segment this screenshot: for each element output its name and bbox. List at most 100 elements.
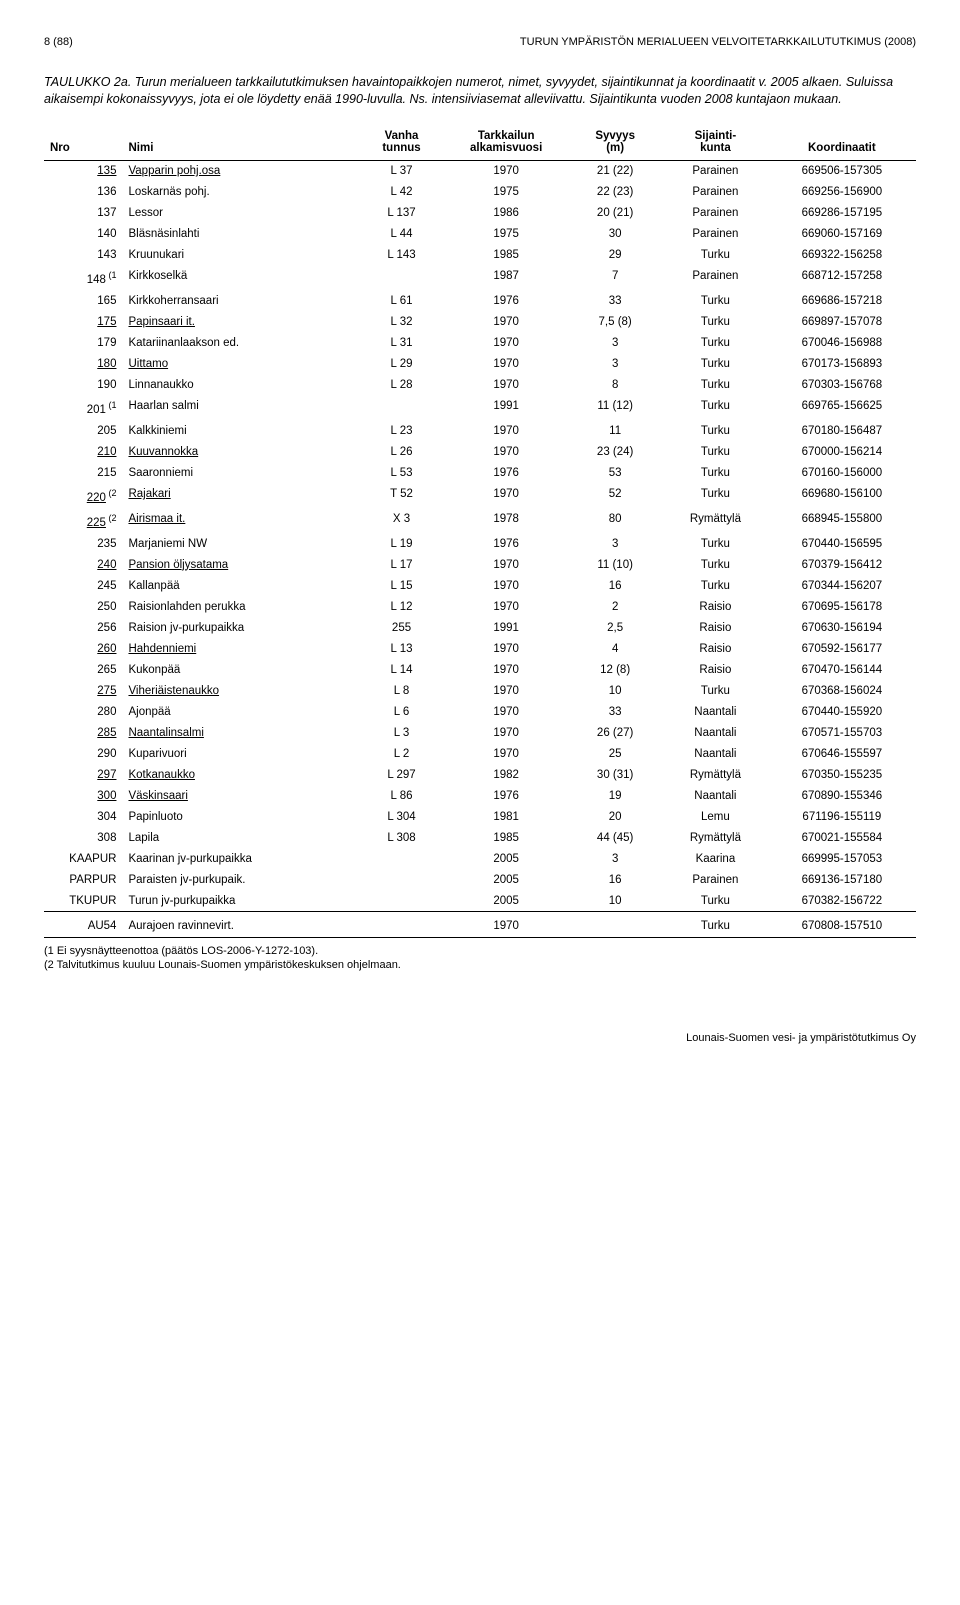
cell-kunta: Turku	[663, 575, 768, 596]
cell-depth: 16	[567, 869, 663, 890]
cell-kunta: Turku	[663, 396, 768, 421]
cell-depth: 3	[567, 848, 663, 869]
cell-name: Papinsaari it.	[122, 312, 357, 333]
cell-year: 1970	[445, 375, 567, 396]
cell-vanha: L 6	[358, 701, 445, 722]
cell-nro: 240	[44, 554, 122, 575]
cell-nro: 256	[44, 617, 122, 638]
cell-name: Viheriäistenaukko	[122, 680, 357, 701]
cell-depth: 10	[567, 680, 663, 701]
table-row: 297KotkanaukkoL 297198230 (31)Rymättylä6…	[44, 764, 916, 785]
cell-name: Hahdenniemi	[122, 638, 357, 659]
cell-coord: 670440-156595	[768, 533, 916, 554]
cell-nro: 220 (2	[44, 483, 122, 508]
table-row: 220 (2RajakariT 52197052Turku669680-1561…	[44, 483, 916, 508]
data-table: Nro Nimi Vanha tunnus Tarkkailun alkamis…	[44, 126, 916, 938]
cell-year: 1970	[445, 420, 567, 441]
cell-name: Linnanaukko	[122, 375, 357, 396]
cell-year: 1991	[445, 396, 567, 421]
cell-depth: 26 (27)	[567, 722, 663, 743]
cell-year: 2005	[445, 869, 567, 890]
cell-vanha: L 29	[358, 354, 445, 375]
cell-depth: 2	[567, 596, 663, 617]
cell-coord: 670440-155920	[768, 701, 916, 722]
cell-nro: 190	[44, 375, 122, 396]
cell-kunta: Parainen	[663, 224, 768, 245]
cell-name: Raision jv-purkupaikka	[122, 617, 357, 638]
cell-nro: 137	[44, 203, 122, 224]
cell-depth: 11 (12)	[567, 396, 663, 421]
cell-nro: 290	[44, 743, 122, 764]
cell-year: 1970	[445, 333, 567, 354]
col-syvyys: Syvyys (m)	[567, 126, 663, 161]
cell-year: 1975	[445, 224, 567, 245]
cell-coord: 668712-157258	[768, 266, 916, 291]
cell-vanha	[358, 912, 445, 938]
cell-kunta: Turku	[663, 291, 768, 312]
cell-nro: 210	[44, 441, 122, 462]
table-header-row: Nro Nimi Vanha tunnus Tarkkailun alkamis…	[44, 126, 916, 161]
cell-vanha: L 304	[358, 806, 445, 827]
cell-vanha: T 52	[358, 483, 445, 508]
cell-coord: 670160-156000	[768, 462, 916, 483]
cell-coord: 670630-156194	[768, 617, 916, 638]
cell-coord: 670180-156487	[768, 420, 916, 441]
footnote-1: (1 Ei syysnäytteenottoa (päätös LOS-2006…	[44, 944, 916, 958]
cell-name: Uittamo	[122, 354, 357, 375]
cell-coord: 669506-157305	[768, 160, 916, 182]
cell-name: Aurajoen ravinnevirt.	[122, 912, 357, 938]
cell-vanha: 255	[358, 617, 445, 638]
cell-nro: 140	[44, 224, 122, 245]
cell-coord: 670695-156178	[768, 596, 916, 617]
cell-nro: 300	[44, 785, 122, 806]
table-row: 240Pansion öljysatamaL 17197011 (10)Turk…	[44, 554, 916, 575]
cell-coord: 670021-155584	[768, 827, 916, 848]
cell-vanha: L 86	[358, 785, 445, 806]
cell-kunta: Raisio	[663, 638, 768, 659]
col-nro: Nro	[44, 126, 122, 161]
cell-coord: 670592-156177	[768, 638, 916, 659]
cell-kunta: Lemu	[663, 806, 768, 827]
cell-vanha: L 42	[358, 182, 445, 203]
cell-kunta: Raisio	[663, 659, 768, 680]
cell-nro: 285	[44, 722, 122, 743]
table-row: 304PapinluotoL 304198120Lemu671196-15511…	[44, 806, 916, 827]
cell-nro: TKUPUR	[44, 890, 122, 912]
table-row: KAAPURKaarinan jv-purkupaikka20053Kaarin…	[44, 848, 916, 869]
cell-kunta: Turku	[663, 554, 768, 575]
table-row: 215SaaronniemiL 53197653Turku670160-1560…	[44, 462, 916, 483]
cell-year: 1970	[445, 312, 567, 333]
cell-year: 1970	[445, 554, 567, 575]
cell-nro: 135	[44, 160, 122, 182]
cell-vanha: L 19	[358, 533, 445, 554]
cell-coord: 670571-155703	[768, 722, 916, 743]
cell-kunta: Rymättylä	[663, 827, 768, 848]
page-number: 8 (88)	[44, 36, 73, 48]
cell-vanha: L 17	[358, 554, 445, 575]
table-row: 140BläsnäsinlahtiL 44197530Parainen66906…	[44, 224, 916, 245]
cell-depth: 2,5	[567, 617, 663, 638]
cell-vanha: L 37	[358, 160, 445, 182]
cell-name: Lessor	[122, 203, 357, 224]
cell-depth: 20 (21)	[567, 203, 663, 224]
table-row: 300VäskinsaariL 86197619Naantali670890-1…	[44, 785, 916, 806]
cell-kunta: Raisio	[663, 617, 768, 638]
table-row: 143KruunukariL 143198529Turku669322-1562…	[44, 245, 916, 266]
cell-depth: 20	[567, 806, 663, 827]
cell-kunta: Turku	[663, 483, 768, 508]
cell-coord: 669136-157180	[768, 869, 916, 890]
cell-name: Kuparivuori	[122, 743, 357, 764]
cell-kunta: Turku	[663, 680, 768, 701]
cell-year: 1986	[445, 203, 567, 224]
cell-coord: 669686-157218	[768, 291, 916, 312]
cell-year: 1970	[445, 575, 567, 596]
cell-kunta: Naantali	[663, 785, 768, 806]
cell-depth: 33	[567, 701, 663, 722]
cell-year: 1985	[445, 245, 567, 266]
cell-year: 1970	[445, 743, 567, 764]
cell-nro: 308	[44, 827, 122, 848]
cell-vanha: L 32	[358, 312, 445, 333]
table-body: 135Vapparin pohj.osaL 37197021 (22)Parai…	[44, 160, 916, 937]
cell-nro: 215	[44, 462, 122, 483]
cell-year: 2005	[445, 890, 567, 912]
